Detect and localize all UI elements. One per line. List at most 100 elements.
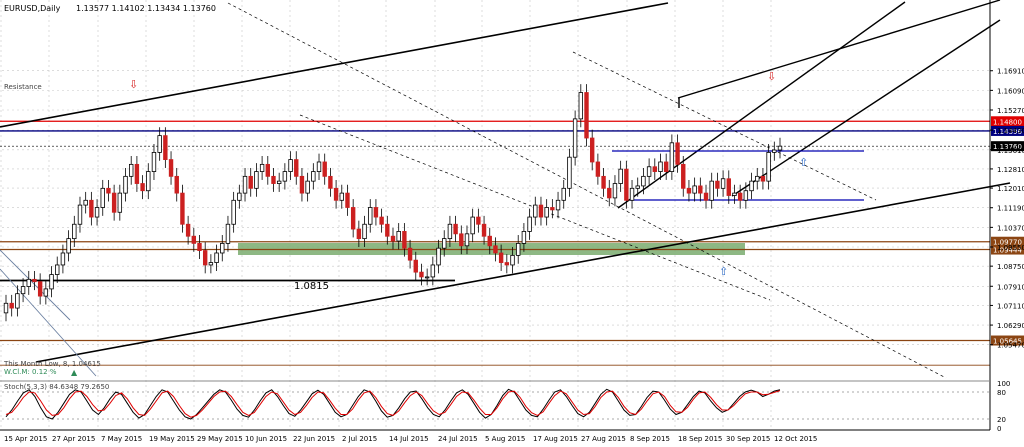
- candle: [715, 180, 720, 189]
- candle: [669, 142, 675, 172]
- price-level-box: [991, 125, 1024, 136]
- candle: [584, 92, 589, 139]
- candle: [368, 207, 373, 225]
- support-value-label: 1.0815: [294, 281, 329, 292]
- down-arrow-icon: ⇩: [767, 70, 776, 83]
- candle: [703, 192, 709, 201]
- candle: [339, 192, 344, 201]
- candle: [755, 175, 760, 182]
- candle: [350, 207, 356, 230]
- candle: [242, 175, 248, 194]
- candle: [589, 137, 595, 163]
- stoch-level-label: 20: [997, 416, 1006, 424]
- candle: [624, 168, 629, 201]
- x-tick-label: 5 Aug 2015: [485, 435, 525, 443]
- price-level-label: 1.05645: [993, 338, 1022, 346]
- candle: [407, 247, 413, 261]
- candle: [635, 185, 640, 189]
- candle: [646, 166, 652, 177]
- candle: [83, 199, 88, 206]
- candle: [510, 254, 515, 266]
- candle: [663, 161, 669, 172]
- candle: [732, 192, 737, 196]
- y-tick-label: 1.13610: [997, 147, 1024, 155]
- candle: [487, 235, 492, 247]
- candle: [333, 187, 339, 201]
- candle: [202, 250, 208, 266]
- candle: [146, 171, 151, 192]
- candle: [151, 151, 157, 172]
- candle: [521, 231, 527, 244]
- x-tick-label: 12 Oct 2015: [774, 435, 817, 443]
- candle: [311, 171, 316, 182]
- up-triangle-icon: ▲: [71, 368, 78, 377]
- trendline: [677, 0, 1001, 99]
- candle: [436, 247, 441, 266]
- candle: [174, 175, 179, 194]
- y-tick-label: 1.12810: [997, 166, 1024, 174]
- candle: [766, 151, 771, 182]
- y-tick-label: 1.12010: [997, 185, 1024, 193]
- candle: [356, 228, 362, 240]
- price-level-label: 1.13760: [993, 143, 1022, 151]
- x-tick-label: 15 Apr 2015: [4, 435, 47, 443]
- candle: [726, 178, 731, 196]
- candle: [538, 204, 544, 218]
- trendlines: [0, 0, 1011, 379]
- y-tick-label: 1.16090: [997, 87, 1024, 95]
- candle: [66, 238, 71, 254]
- candle: [197, 243, 202, 251]
- candle: [419, 271, 424, 278]
- time-axis: 15 Apr 2015 27 Apr 2015 7 May 2015 19 May 2…: [0, 429, 990, 443]
- candle: [464, 233, 470, 247]
- candle: [681, 163, 686, 189]
- x-tick-label: 27 Aug 2015: [581, 435, 626, 443]
- trendline: [0, 2, 669, 128]
- price-axis: 1.16910 1.16090 1.15270 1.14430 1.13610 1.128…: [989, 0, 1024, 430]
- candle: [607, 187, 612, 199]
- x-tick-label: 22 Jun 2015: [293, 435, 335, 443]
- candle: [424, 276, 430, 279]
- candle: [567, 156, 572, 189]
- stoch-level-label: 80: [997, 389, 1006, 397]
- candle: [550, 207, 555, 211]
- candle: [9, 302, 14, 309]
- candle: [698, 185, 703, 194]
- candle: [390, 235, 396, 242]
- candle: [288, 159, 293, 172]
- candle: [168, 159, 174, 177]
- wcm-label: W.Cl.M: 0.12 %: [4, 368, 57, 376]
- candle: [294, 159, 299, 177]
- candle: [271, 175, 276, 184]
- candle: [43, 288, 49, 297]
- candle: [254, 171, 259, 189]
- candle: [476, 216, 481, 225]
- candle: [237, 192, 242, 201]
- candle: [362, 223, 367, 240]
- candle: [749, 180, 754, 192]
- trendline: [572, 51, 877, 201]
- candles: [3, 84, 783, 322]
- candle: [453, 223, 458, 235]
- candle: [345, 192, 350, 208]
- candle: [77, 204, 83, 225]
- price-level-label: 1.09770: [993, 239, 1022, 247]
- price-level-box: [991, 116, 1024, 127]
- candle: [163, 135, 168, 160]
- price-level-label: 1.14800: [993, 118, 1022, 126]
- x-tick-label: 10 Jun 2015: [245, 435, 287, 443]
- month-low-label: This Month Low, 8, 1.04615: [3, 360, 101, 368]
- candle: [3, 302, 9, 314]
- candle: [629, 187, 635, 201]
- candle: [578, 92, 584, 120]
- candle: [777, 145, 783, 151]
- candle: [493, 245, 498, 254]
- y-tick-label: 1.07910: [997, 283, 1024, 291]
- y-tick-label: 1.10370: [997, 224, 1024, 232]
- candle: [265, 163, 270, 177]
- candle: [231, 199, 236, 225]
- candle: [140, 183, 145, 192]
- trendline: [731, 19, 1001, 197]
